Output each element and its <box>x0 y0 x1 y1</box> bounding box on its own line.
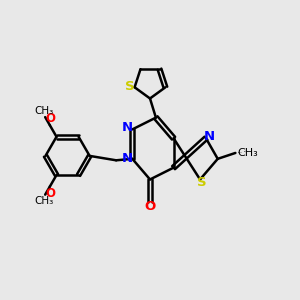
Text: CH₃: CH₃ <box>34 196 53 206</box>
Text: O: O <box>45 187 55 200</box>
Text: CH₃: CH₃ <box>238 148 259 158</box>
Text: S: S <box>125 80 135 93</box>
Text: methyl: methyl <box>244 151 248 152</box>
Text: CH₃: CH₃ <box>34 106 53 116</box>
Text: S: S <box>197 176 206 190</box>
Text: O: O <box>144 200 156 213</box>
Text: N: N <box>122 152 133 165</box>
Text: N: N <box>204 130 215 143</box>
Text: methyl: methyl <box>238 152 243 153</box>
Text: N: N <box>122 122 133 134</box>
Text: O: O <box>45 112 55 125</box>
